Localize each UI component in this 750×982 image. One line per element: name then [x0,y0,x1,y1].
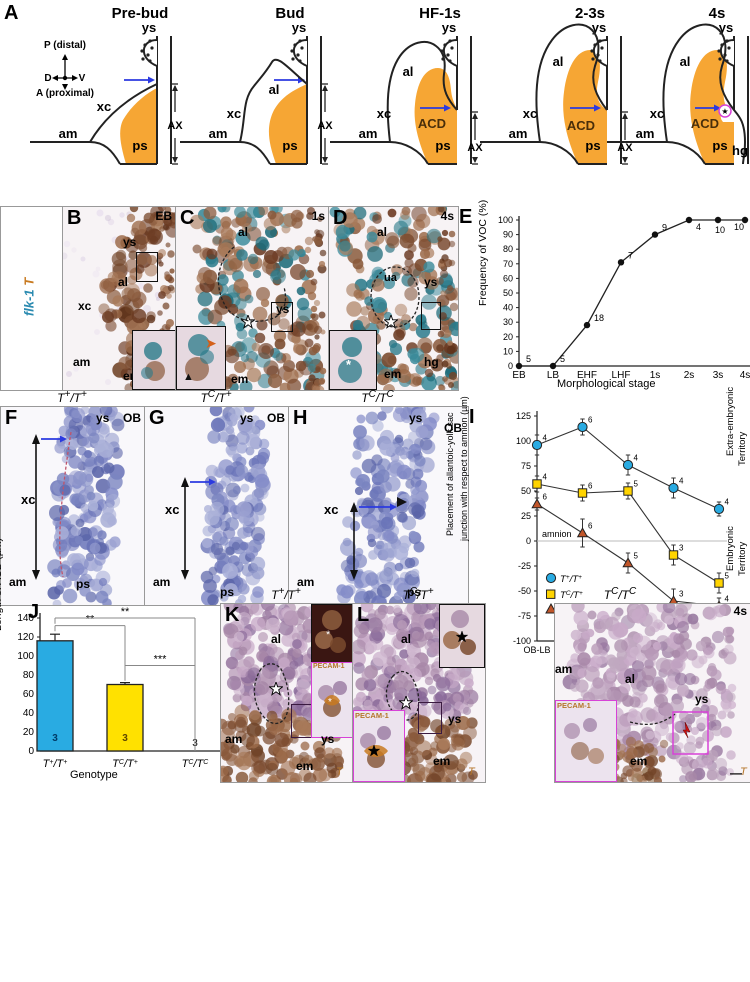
svg-text:0: 0 [526,536,531,546]
svg-text:amnion: amnion [542,529,572,539]
svg-text:xc: xc [650,106,664,121]
svg-text:5: 5 [725,572,730,581]
svg-text:40: 40 [23,708,35,719]
svg-text:90: 90 [503,230,513,240]
svg-text:4: 4 [679,477,684,486]
svg-text:20: 20 [503,332,513,342]
svg-text:75: 75 [521,461,531,471]
svg-text:ps: ps [585,138,600,153]
svg-text:-25: -25 [518,561,531,571]
svg-text:100: 100 [17,651,34,662]
svg-text:ACD: ACD [567,118,595,133]
svg-text:3: 3 [122,733,128,744]
svg-text:3: 3 [679,544,684,553]
svg-text:6: 6 [543,493,548,502]
svg-text:60: 60 [23,689,35,700]
svg-text:TC/TC: TC/TC [182,758,210,770]
svg-text:al: al [553,54,564,69]
svg-text:EB: EB [512,370,526,381]
svg-text:3s: 3s [713,370,724,381]
svg-text:3: 3 [52,733,58,744]
svg-text:-50: -50 [518,586,531,596]
svg-text:4: 4 [543,434,548,443]
svg-text:6: 6 [588,522,593,531]
svg-text:V: V [79,73,86,84]
svg-text:50: 50 [503,288,513,298]
svg-text:125: 125 [516,411,531,421]
svg-text:**: ** [86,614,95,626]
svg-text:18: 18 [594,313,604,323]
svg-text:4: 4 [725,498,730,507]
svg-text:Pre-bud: Pre-bud [112,5,169,22]
svg-text:xc: xc [377,106,391,121]
svg-text:am: am [636,126,655,141]
svg-text:100: 100 [516,436,531,446]
svg-text:120: 120 [17,632,34,643]
svg-text:al: al [269,82,280,97]
svg-text:al: al [680,54,691,69]
svg-text:60: 60 [503,273,513,283]
svg-text:ys: ys [292,20,306,35]
svg-text:ps: ps [282,138,297,153]
svg-text:xc: xc [523,106,537,121]
svg-text:al: al [403,64,414,79]
svg-text:2s: 2s [684,370,695,381]
svg-text:**: ** [121,606,130,618]
svg-text:4: 4 [696,222,701,232]
svg-text:xc: xc [97,99,111,114]
svg-text:20: 20 [23,727,35,738]
svg-text:ys: ys [442,20,456,35]
svg-text:P (distal): P (distal) [44,40,86,51]
svg-text:★: ★ [721,107,728,116]
svg-text:5: 5 [560,354,565,364]
svg-text:10: 10 [503,346,513,356]
svg-text:hg: hg [732,143,748,158]
svg-text:4: 4 [634,454,639,463]
svg-text:am: am [359,126,378,141]
svg-text:ps: ps [435,138,450,153]
svg-text:6: 6 [588,416,593,425]
svg-text:***: *** [154,654,168,666]
svg-text:4s: 4s [740,370,750,381]
svg-text:6: 6 [588,482,593,491]
svg-text:T+/T+: T+/T+ [43,758,68,770]
svg-text:ps: ps [132,138,147,153]
svg-text:4: 4 [543,473,548,482]
svg-text:ys: ys [142,20,156,35]
svg-text:80: 80 [23,670,35,681]
svg-text:am: am [59,126,78,141]
svg-text:100: 100 [498,215,513,225]
svg-text:10: 10 [715,225,725,235]
svg-text:7: 7 [628,250,633,260]
svg-text:ACD: ACD [691,116,719,131]
svg-text:ACD: ACD [418,116,446,131]
svg-text:D: D [44,73,51,84]
svg-text:ps: ps [712,138,727,153]
svg-text:25: 25 [521,511,531,521]
svg-text:am: am [209,126,228,141]
svg-text:140: 140 [17,613,34,624]
svg-text:5: 5 [526,354,531,364]
svg-text:30: 30 [503,317,513,327]
svg-text:9: 9 [662,223,667,233]
svg-text:5: 5 [634,552,639,561]
svg-text:am: am [509,126,528,141]
svg-text:10: 10 [734,222,744,232]
svg-text:xc: xc [227,106,241,121]
svg-text:40: 40 [503,303,513,313]
svg-text:70: 70 [503,259,513,269]
svg-text:5: 5 [634,480,639,489]
svg-text:T+/T+: T+/T+ [560,574,582,586]
svg-text:0: 0 [28,746,34,757]
svg-text:80: 80 [503,244,513,254]
svg-text:50: 50 [521,486,531,496]
